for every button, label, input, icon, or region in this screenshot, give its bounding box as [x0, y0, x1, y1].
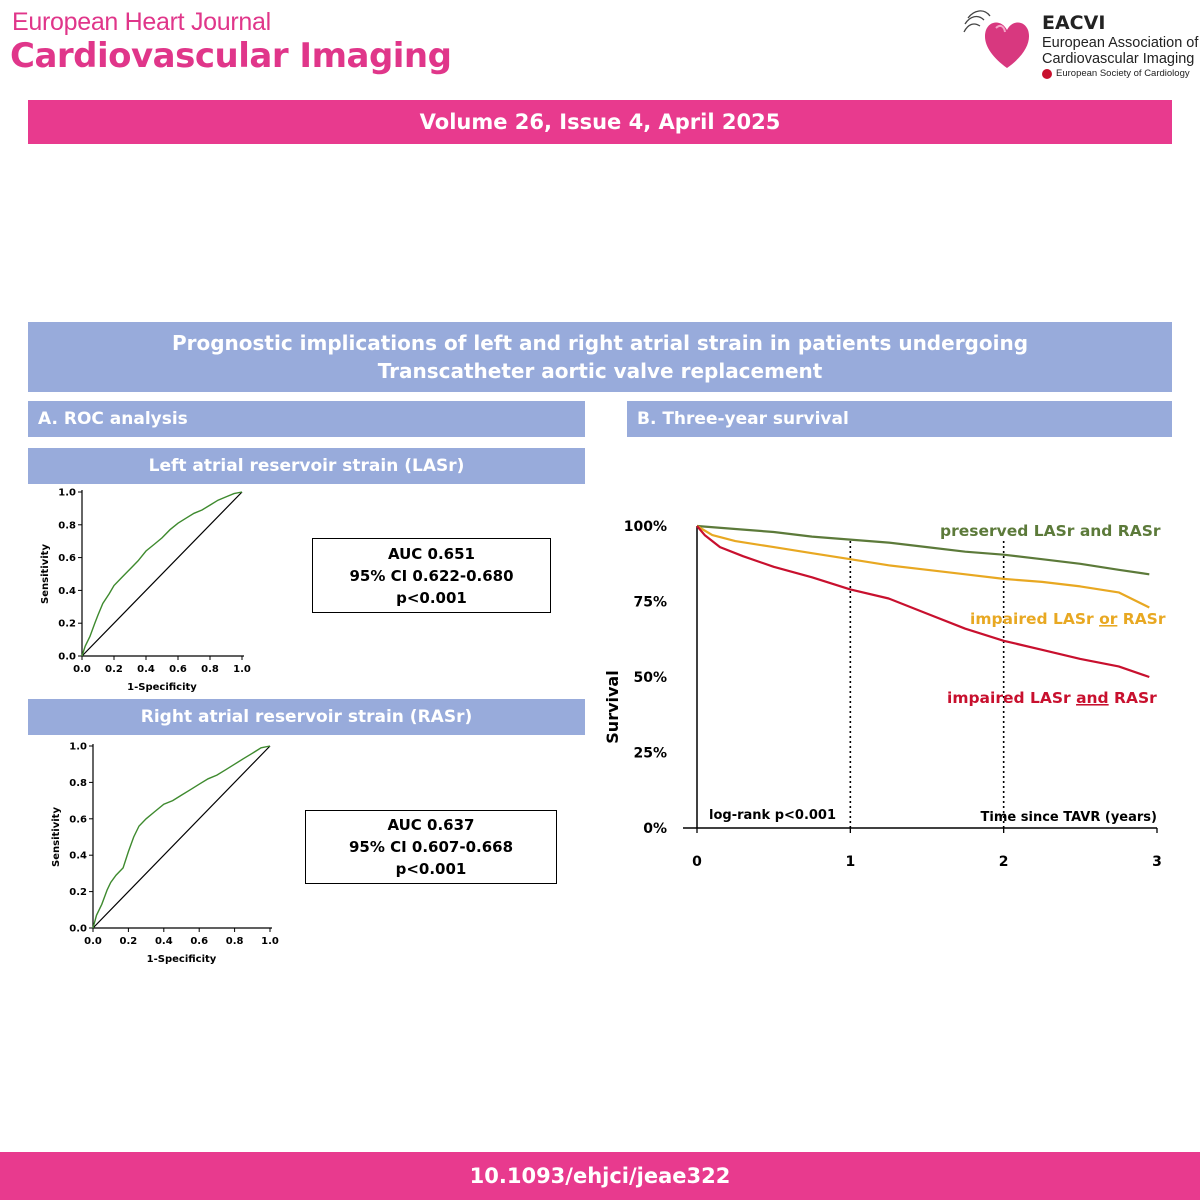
- y-axis-title: Sensitivity: [40, 544, 51, 604]
- y-tick-label: 0.8: [69, 778, 87, 789]
- lasr-auc: AUC 0.651: [387, 544, 475, 563]
- roc-curve: [92, 745, 271, 929]
- survival-x-tick-label: 1: [845, 854, 855, 870]
- survival-chart: 0% 25% 50% 75% 100% 0 1 2 3 Survival Time since TA…: [603, 519, 1166, 870]
- survival-x-tick-label: 0: [692, 854, 702, 870]
- roc-chart-rasr: 0.0 0.2 0.4 0.6 0.8 1.0 0.0 0.2 0.4 0.6 0.8 1.0 1-Sp…: [51, 742, 279, 966]
- survival-x-axis-title: Time since TAVR (years): [981, 810, 1157, 825]
- legend-preserved: preserved LASr and RASr: [940, 522, 1161, 540]
- logo-abbreviation: EACVI: [1042, 12, 1106, 34]
- reference-diagonal: [92, 745, 271, 929]
- title-line1: Prognostic implications of left and righ…: [171, 331, 1029, 355]
- reference-diagonal: [81, 491, 243, 657]
- esc-label: European Society of Cardiology: [1042, 68, 1190, 79]
- x-tick-label: 0.2: [120, 936, 138, 947]
- y-tick-label: 1.0: [69, 742, 87, 753]
- survival-curve: [696, 524, 1150, 576]
- section-a-heading: A. ROC analysis: [28, 401, 585, 437]
- lasr-heading: Left atrial reservoir strain (LASr): [28, 448, 585, 484]
- survival-y-tick-label: 75%: [633, 595, 667, 611]
- legend-impaired-and: impaired LASr and RASr: [947, 689, 1157, 707]
- doi-banner: 10.1093/ehjci/jeae322: [0, 1152, 1200, 1200]
- x-tick-label: 0.2: [105, 664, 123, 675]
- y-tick-label: 0.0: [58, 652, 76, 663]
- x-tick-label: 1.0: [261, 936, 279, 947]
- journal-subtitle: Cardiovascular Imaging: [10, 36, 452, 76]
- x-tick-label: 1.0: [233, 664, 251, 675]
- survival-y-tick-label: 50%: [633, 670, 667, 686]
- lasr-p: p<0.001: [396, 588, 467, 607]
- survival-x-tick-label: 3: [1152, 854, 1162, 870]
- rasr-ci: 95% CI 0.607-0.668: [348, 838, 514, 856]
- y-tick-label: 0.2: [58, 619, 76, 630]
- roc-chart-lasr: 0.0 0.2 0.4 0.6 0.8 1.0 0.0 0.2 0.4 0.6 0.8 1.0 1-Sp…: [40, 488, 251, 694]
- survival-y-tick-label: 100%: [624, 519, 667, 535]
- rasr-stats-box: AUC 0.637 95% CI 0.607-0.668 p<0.001: [305, 810, 557, 884]
- section-b-heading: B. Three-year survival: [627, 401, 1172, 437]
- x-tick-label: 0.6: [169, 664, 187, 675]
- logo-name-line1: European Association of: [1042, 35, 1199, 51]
- y-tick-label: 1.0: [58, 488, 76, 499]
- y-tick-label: 0.6: [58, 553, 76, 564]
- heart-logo-icon: [963, 10, 1030, 68]
- x-tick-label: 0.4: [155, 936, 173, 947]
- survival-curve: [696, 525, 1150, 679]
- x-tick-label: 0.6: [190, 936, 208, 947]
- eacvi-logo: EACVI European Association of Cardiovasc…: [960, 6, 1200, 80]
- y-tick-label: 0.2: [69, 887, 87, 898]
- y-tick-label: 0.8: [58, 520, 76, 531]
- lasr-ci: 95% CI 0.622-0.680: [349, 566, 514, 585]
- survival-x-tick-label: 2: [999, 854, 1009, 870]
- journal-name: European Heart Journal: [12, 8, 271, 36]
- lasr-stats-box: AUC 0.651 95% CI 0.622-0.680 p<0.001: [312, 538, 551, 613]
- roc-curve: [81, 491, 243, 657]
- survival-y-tick-label: 25%: [633, 746, 667, 762]
- article-title: Prognostic implications of left and righ…: [28, 322, 1172, 392]
- rasr-auc: AUC 0.637: [387, 816, 475, 834]
- esc-name: European Society of Cardiology: [1056, 68, 1190, 79]
- title-line2: Transcatheter aortic valve replacement: [377, 359, 823, 383]
- logrank-label: log-rank p<0.001: [709, 808, 836, 823]
- esc-heart-icon: [1042, 68, 1052, 79]
- survival-y-axis-title: Survival: [603, 670, 622, 743]
- x-tick-label: 0.0: [73, 664, 91, 675]
- survival-y-tick-label: 0%: [643, 821, 667, 837]
- y-tick-label: 0.4: [69, 851, 87, 862]
- y-axis-title: Sensitivity: [51, 807, 62, 867]
- y-tick-label: 0.0: [69, 924, 87, 935]
- volume-banner: Volume 26, Issue 4, April 2025: [28, 100, 1172, 144]
- rasr-heading: Right atrial reservoir strain (RASr): [28, 699, 585, 735]
- x-tick-label: 0.8: [226, 936, 244, 947]
- x-tick-label: 0.4: [137, 664, 155, 675]
- y-tick-label: 0.6: [69, 814, 87, 825]
- legend-impaired-or: impaired LASr or RASr: [970, 610, 1166, 628]
- y-tick-label: 0.4: [58, 586, 76, 597]
- survival-curve: [696, 525, 1150, 609]
- rasr-p: p<0.001: [395, 860, 467, 878]
- x-axis-title: 1-Specificity: [147, 954, 217, 965]
- x-tick-label: 0.8: [201, 664, 219, 675]
- x-axis-title: 1-Specificity: [127, 682, 197, 693]
- logo-name-line2: Cardiovascular Imaging: [1042, 51, 1195, 67]
- x-tick-label: 0.0: [84, 936, 102, 947]
